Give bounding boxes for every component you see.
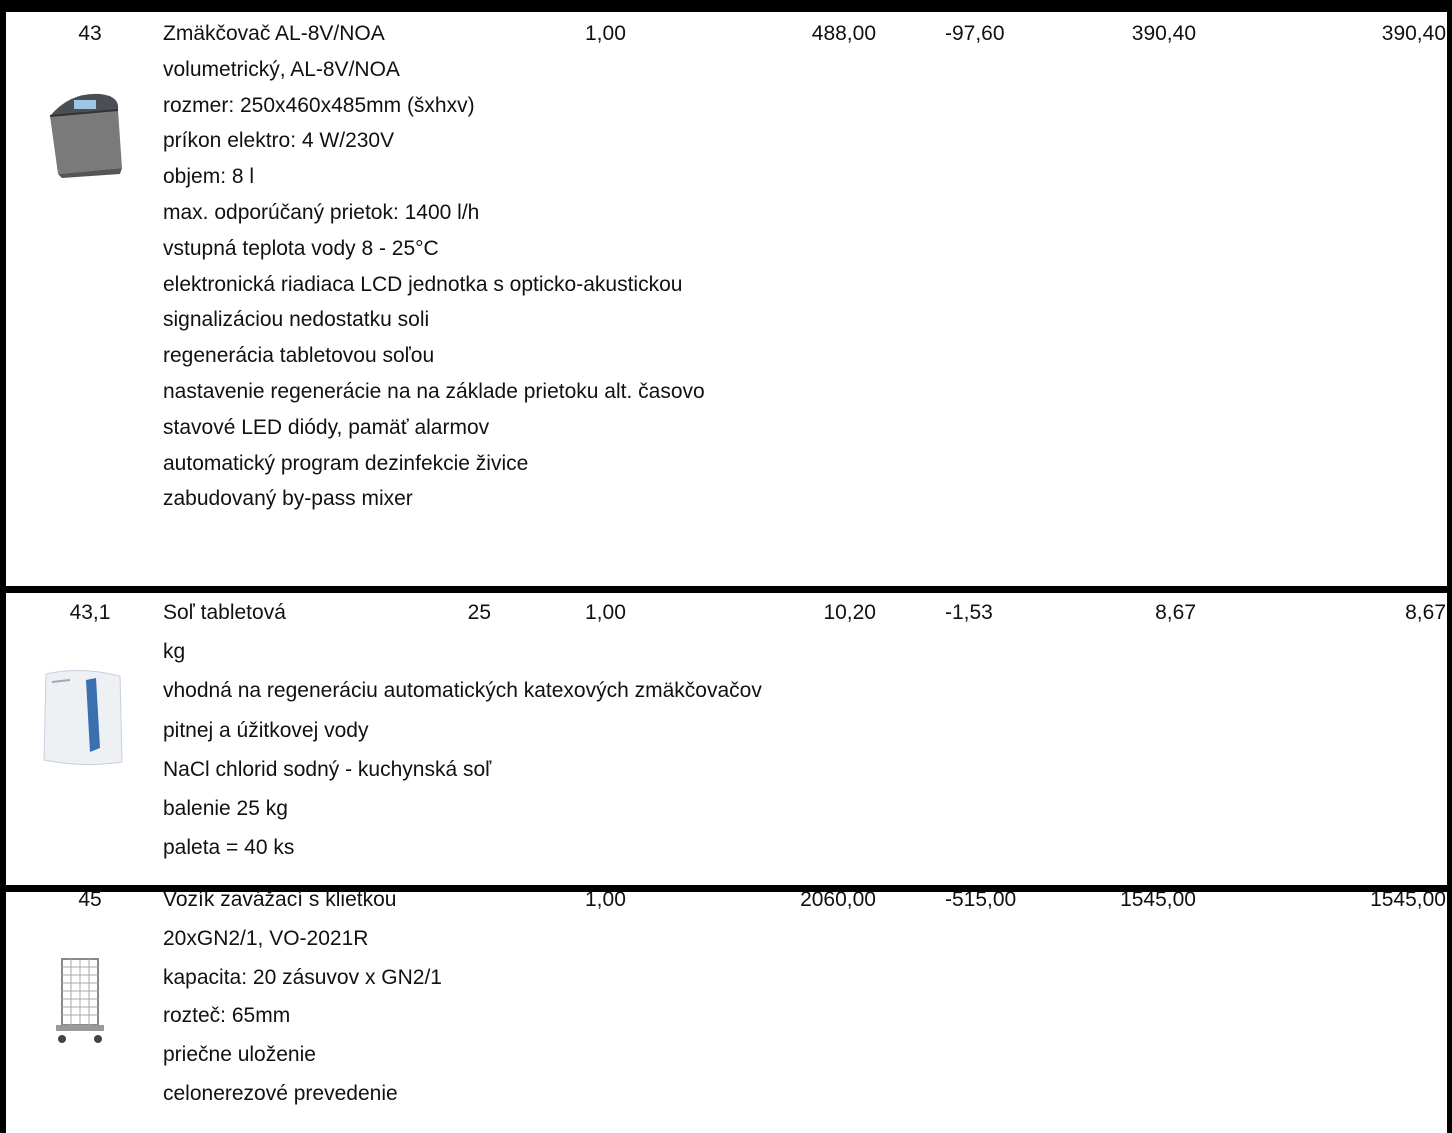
description-line: vstupná teplota vody 8 - 25°C [163,236,439,260]
discount: -515,00 [945,888,1017,911]
description-line: automatický program dezinfekcie živice [163,451,529,475]
description-line: elektronická riadiaca LCD jednotka s opt… [163,272,683,296]
border-right [1447,0,1452,1133]
description-line: signalizáciou nedostatku soli [163,308,430,332]
discount: -97,60 [945,22,1005,45]
description-line: zabudovaný by-pass mixer [163,487,413,511]
border-top [0,0,1452,12]
unit-price: 488,00 [811,22,876,45]
description-line: vhodná na regeneráciu automatických kate… [163,679,762,703]
row-separator [0,885,1452,892]
row-separator [0,586,1452,593]
description-line: kapacita: 20 zásuvov x GN2/1 [163,965,442,989]
description-line: priečne uloženie [163,1043,316,1067]
product-image [43,669,123,766]
description-line: rozmer: 250x460x485mm (šxhxv) [163,93,475,117]
description-line: Zmäkčovač AL-8V/NOA [163,22,385,45]
discount: -1,53 [945,601,993,624]
description-line: volumetrický, AL-8V/NOA [163,57,400,81]
product-image [56,958,104,1043]
quantity: 1,00 [585,888,626,911]
quantity: 1,00 [585,601,626,624]
total-price: 8,67 [1405,601,1446,624]
description-line: pitnej a úžitkovej vody [163,718,369,742]
description-line: príkon elektro: 4 W/230V [163,129,395,153]
border-left [0,0,6,1133]
description-line: paleta = 40 ks [163,836,295,860]
description-line: NaCl chlorid sodný - kuchynská soľ [163,757,492,781]
item-number: 45 [78,888,102,911]
description-line: Vozík zavážací s klietkou [163,888,397,911]
item-number: 43,1 [69,601,111,624]
pack-size: 25 [467,601,491,624]
description-line: Soľ tabletová [163,601,286,624]
unit-price: 2060,00 [800,888,876,911]
total-price: 390,40 [1381,22,1446,45]
description-line: celonerezové prevedenie [163,1082,398,1105]
description-line: nastavenie regenerácie na na základe pri… [163,380,705,403]
net-price: 390,40 [1131,22,1196,45]
description-line: balenie 25 kg [163,797,288,820]
description-line: stavové LED diódy, pamäť alarmov [163,415,490,439]
description-line: max. odporúčaný prietok: 1400 l/h [163,201,480,224]
description-line: objem: 8 l [163,165,255,189]
net-price: 1545,00 [1120,888,1196,911]
net-price: 8,67 [1155,601,1196,624]
description-line: kg [163,640,186,664]
total-price: 1545,00 [1370,888,1446,911]
product-image [49,93,122,178]
unit-price: 10,20 [823,601,876,624]
description-line: 20xGN2/1, VO-2021R [163,926,369,950]
description-line: rozteč: 65mm [163,1004,291,1028]
item-number: 43 [78,22,102,45]
quantity: 1,00 [585,22,626,45]
description-line: regenerácia tabletovou soľou [163,344,435,368]
